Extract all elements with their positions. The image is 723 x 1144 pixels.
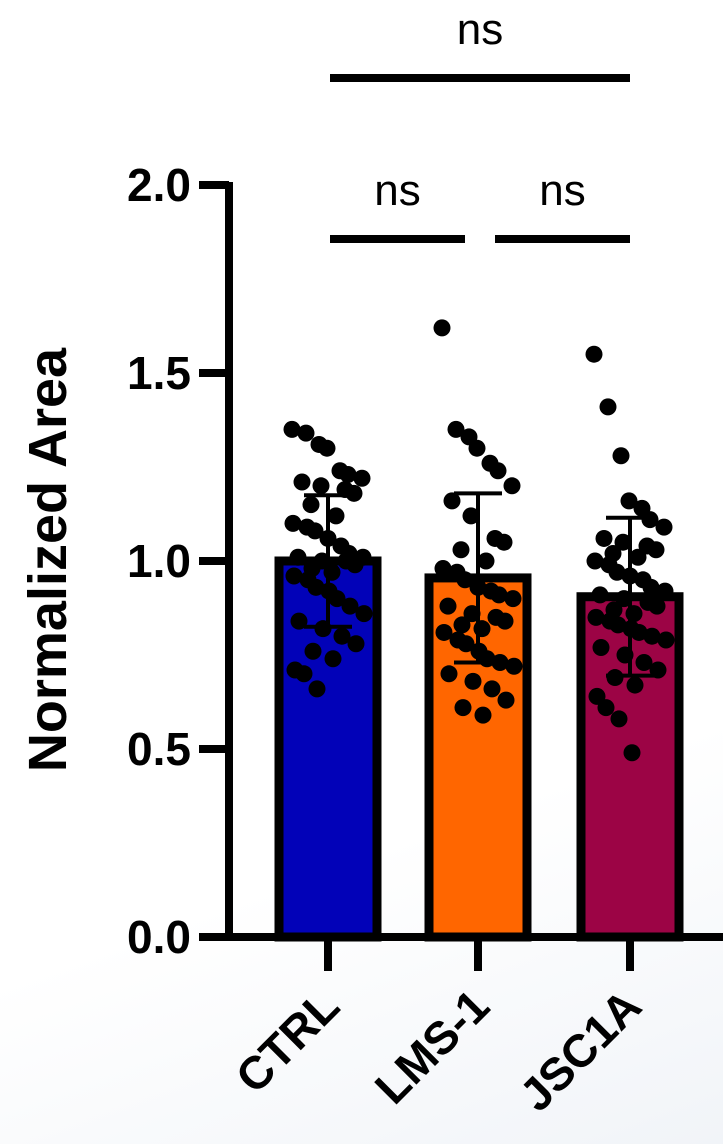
data-point <box>495 533 513 551</box>
data-point <box>591 586 609 604</box>
data-point <box>462 507 480 525</box>
data-point <box>648 597 666 615</box>
data-point <box>655 518 673 536</box>
data-point <box>630 623 648 641</box>
data-point <box>447 420 465 438</box>
data-point <box>439 597 457 615</box>
data-point <box>587 608 605 626</box>
significance-label: ns <box>374 166 420 215</box>
data-point <box>293 473 311 491</box>
data-point <box>497 691 515 709</box>
data-point <box>454 699 472 717</box>
data-point <box>327 507 345 525</box>
data-point <box>629 548 647 566</box>
x-category-label: LMS-1 <box>365 979 499 1113</box>
data-point <box>464 672 482 690</box>
data-point <box>592 638 610 656</box>
data-point <box>505 657 523 675</box>
data-point <box>490 586 508 604</box>
data-point <box>456 571 474 589</box>
data-point <box>599 398 617 416</box>
data-point <box>657 631 675 649</box>
data-point <box>443 492 461 510</box>
data-point <box>355 605 373 623</box>
data-point <box>623 744 641 762</box>
y-tick-label: 1.5 <box>127 347 191 399</box>
data-point <box>504 590 522 608</box>
x-category-label: JSC1A <box>509 979 651 1121</box>
data-point <box>307 578 325 596</box>
data-point <box>453 616 471 634</box>
y-tick-label: 0.5 <box>127 723 191 775</box>
data-point <box>308 680 326 698</box>
data-point <box>610 710 628 728</box>
data-point <box>333 627 351 645</box>
y-tick-label: 2.0 <box>127 159 191 211</box>
data-point <box>608 563 626 581</box>
data-point <box>433 319 451 337</box>
data-point <box>318 439 336 457</box>
data-point <box>496 612 514 630</box>
y-tick-label: 0.0 <box>127 911 191 963</box>
data-point <box>341 597 359 615</box>
data-point <box>297 424 315 442</box>
data-point <box>328 590 346 608</box>
data-point <box>346 556 364 574</box>
data-point <box>324 650 342 668</box>
data-point <box>285 567 303 585</box>
x-category-label: CTRL <box>226 979 349 1102</box>
data-point <box>503 477 521 495</box>
data-point <box>435 623 453 641</box>
data-point <box>306 522 324 540</box>
data-point <box>474 706 492 724</box>
data-point <box>353 469 371 487</box>
data-point <box>304 642 322 660</box>
data-point <box>585 345 603 363</box>
data-point <box>440 665 458 683</box>
significance-label: ns <box>539 166 585 215</box>
data-point <box>612 447 630 465</box>
data-point <box>457 635 475 653</box>
data-point <box>489 462 507 480</box>
data-point <box>614 533 632 551</box>
data-point <box>647 541 665 559</box>
y-axis-title: Normalized Area <box>18 347 78 772</box>
data-point <box>347 635 365 653</box>
data-point <box>597 699 615 717</box>
data-point <box>345 484 363 502</box>
data-point <box>302 496 320 514</box>
data-point <box>312 477 330 495</box>
error-bar-jsc1a <box>606 515 654 678</box>
data-point <box>468 439 486 457</box>
data-point <box>434 560 452 578</box>
data-point <box>477 552 495 570</box>
data-point <box>295 665 313 683</box>
y-tick-label: 1.0 <box>127 535 191 587</box>
data-point <box>290 612 308 630</box>
data-point <box>284 514 302 532</box>
points-ctrl <box>283 420 373 698</box>
data-point <box>586 552 604 570</box>
data-point <box>635 654 653 672</box>
error-bar-ctrl <box>304 493 352 629</box>
data-point <box>656 582 674 600</box>
data-point <box>452 541 470 559</box>
data-point <box>339 466 357 484</box>
data-point <box>595 529 613 547</box>
error-bar-lms-1 <box>454 491 502 665</box>
data-point <box>283 420 301 438</box>
data-point <box>289 548 307 566</box>
significance-label: ns <box>457 5 503 54</box>
data-point <box>626 676 644 694</box>
data-point <box>642 578 660 596</box>
data-point <box>620 492 638 510</box>
data-point <box>609 616 627 634</box>
data-point <box>483 680 501 698</box>
data-point <box>643 627 661 645</box>
points-jsc1a <box>585 345 675 762</box>
